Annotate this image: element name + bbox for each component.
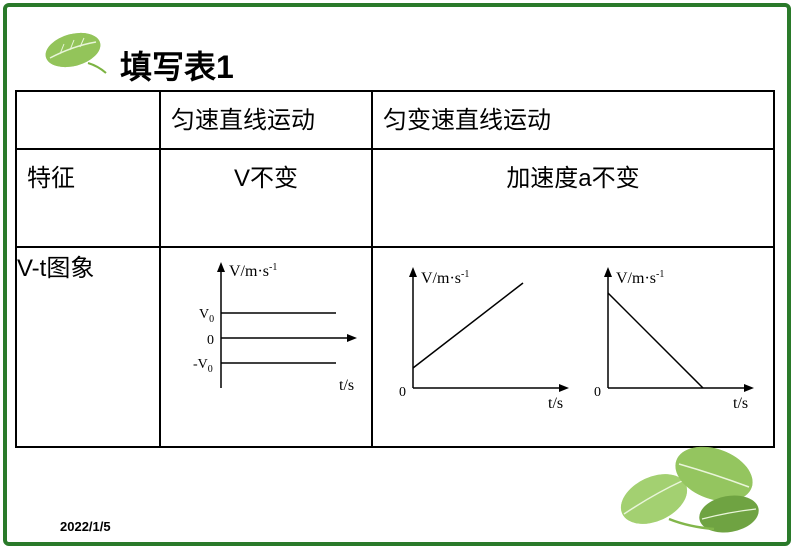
feature-uniform-text: V不变 bbox=[234, 165, 298, 192]
chart-label: V-t图象 bbox=[16, 247, 160, 447]
svg-text:V/m·s-1: V/m·s-1 bbox=[616, 269, 664, 287]
slide-title: 填写表1 bbox=[120, 42, 234, 88]
header-uniform: 匀速直线运动 bbox=[160, 91, 372, 149]
header-accelerated: 匀变速直线运动 bbox=[372, 91, 774, 149]
feature-uniform: V不变 bbox=[160, 149, 372, 247]
leaf-decoration-bottom bbox=[594, 419, 774, 539]
accelerated-motion-charts: V/m·s-1 0 t/s V/m·s-1 0 t/s bbox=[373, 248, 773, 428]
svg-text:V0: V0 bbox=[199, 307, 214, 325]
chart-accelerated-cell: V/m·s-1 0 t/s V/m·s-1 0 t/s bbox=[372, 247, 774, 447]
svg-text:V/m·s-1: V/m·s-1 bbox=[229, 262, 277, 280]
leaf-decoration-top bbox=[38, 28, 108, 78]
vt-label-text: V-t图象 bbox=[17, 255, 94, 282]
svg-text:0: 0 bbox=[594, 385, 601, 400]
feature-accelerated: 加速度a不变 bbox=[372, 149, 774, 247]
comparison-table: 匀速直线运动 匀变速直线运动 特征 V不变 加速度a不变 V-t图象 bbox=[15, 90, 775, 448]
chart-uniform-cell: V/m·s-1 V0 0 -V0 t/s bbox=[160, 247, 372, 447]
svg-text:0: 0 bbox=[207, 333, 214, 348]
table-header-row: 匀速直线运动 匀变速直线运动 bbox=[16, 91, 774, 149]
svg-text:t/s: t/s bbox=[548, 395, 563, 412]
slide-date: 2022/1/5 bbox=[60, 519, 111, 534]
svg-text:t/s: t/s bbox=[733, 395, 748, 412]
svg-text:t/s: t/s bbox=[339, 377, 354, 394]
chart-row: V-t图象 V/m·s-1 V0 0 -V0 bbox=[16, 247, 774, 447]
svg-text:V/m·s-1: V/m·s-1 bbox=[421, 269, 469, 287]
svg-text:0: 0 bbox=[399, 385, 406, 400]
svg-text:-V0: -V0 bbox=[193, 357, 213, 375]
header-empty bbox=[16, 91, 160, 149]
uniform-motion-chart: V/m·s-1 V0 0 -V0 t/s bbox=[161, 248, 371, 428]
feature-row: 特征 V不变 加速度a不变 bbox=[16, 149, 774, 247]
feature-label: 特征 bbox=[16, 149, 160, 247]
